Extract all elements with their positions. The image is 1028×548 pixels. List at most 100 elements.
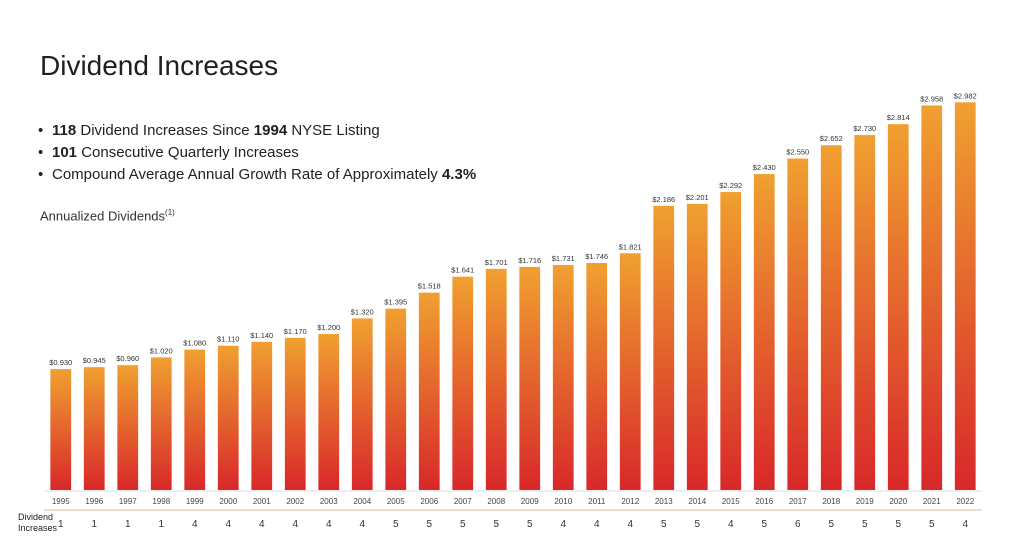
increase-count-2009: 5 <box>527 519 533 530</box>
increase-count-2018: 5 <box>828 519 834 530</box>
value-label-2017: $2.550 <box>786 148 809 157</box>
bullet-bold: 118 <box>52 122 77 139</box>
year-label-2011: 2011 <box>588 497 606 506</box>
year-label-2017: 2017 <box>789 497 807 506</box>
value-label-2011: $1.746 <box>585 252 608 261</box>
increase-count-2015: 4 <box>728 519 734 530</box>
increase-count-2012: 4 <box>627 519 633 530</box>
increase-count-2000: 4 <box>225 519 231 530</box>
bar-2015 <box>720 192 742 491</box>
value-label-2008: $1.701 <box>485 258 508 267</box>
bullet-text: Compound Average Annual Growth Rate of A… <box>52 166 442 183</box>
bar-2011 <box>586 263 608 490</box>
bullet-bold-2: 4.3% <box>441 166 477 183</box>
bar-2000 <box>217 345 239 490</box>
year-label-1997: 1997 <box>119 497 137 506</box>
bullet-list: • 118 Dividend Increases Since 1994 NYSE… <box>38 120 476 186</box>
bar-2013 <box>653 205 675 490</box>
increase-count-1997: 1 <box>125 519 131 530</box>
year-label-2012: 2012 <box>621 497 639 506</box>
increase-count-2019: 5 <box>862 519 868 530</box>
bullet-bold: 101 <box>52 144 78 161</box>
year-label-2000: 2000 <box>219 497 237 506</box>
value-label-2002: $1.170 <box>284 327 307 336</box>
bar-1995 <box>50 369 72 490</box>
increase-count-2001: 4 <box>259 519 265 530</box>
year-label-2020: 2020 <box>889 497 907 506</box>
increase-count-1995: 1 <box>58 519 64 530</box>
year-label-1998: 1998 <box>152 497 170 506</box>
increase-count-2007: 5 <box>460 519 466 530</box>
year-label-2015: 2015 <box>722 497 740 506</box>
bar-2001 <box>251 341 273 490</box>
value-label-2012: $1.821 <box>619 242 642 251</box>
year-label-2021: 2021 <box>923 497 941 506</box>
value-label-2022: $2.982 <box>954 91 977 100</box>
increase-count-2020: 5 <box>895 519 901 530</box>
increase-count-2002: 4 <box>292 519 298 530</box>
bar-2017 <box>787 158 809 490</box>
increase-count-1996: 1 <box>91 519 97 530</box>
value-label-2007: $1.641 <box>451 266 474 275</box>
year-label-2016: 2016 <box>755 497 773 506</box>
increase-count-2010: 4 <box>560 519 566 530</box>
bar-2005 <box>385 308 407 490</box>
increase-count-2008: 5 <box>493 519 499 530</box>
value-label-2009: $1.716 <box>518 256 541 265</box>
bullet-text: Consecutive Quarterly Increases <box>77 144 299 161</box>
bar-1997 <box>117 365 139 490</box>
year-label-2018: 2018 <box>822 497 840 506</box>
bar-2012 <box>619 253 641 490</box>
value-label-2019: $2.730 <box>853 124 876 133</box>
value-label-2021: $2.958 <box>920 94 943 103</box>
increase-count-2005: 5 <box>393 519 399 530</box>
bar-2019 <box>854 135 876 490</box>
year-label-2019: 2019 <box>856 497 874 506</box>
increase-count-2013: 5 <box>661 519 667 530</box>
year-label-2008: 2008 <box>487 497 505 506</box>
value-label-2004: $1.320 <box>351 307 374 316</box>
value-label-1998: $1.020 <box>150 346 173 355</box>
bar-1999 <box>184 349 206 490</box>
increase-count-2022: 4 <box>962 519 968 530</box>
bar-1998 <box>150 357 172 490</box>
increase-count-2017: 6 <box>795 519 801 530</box>
bullet-bold-2: 1994 <box>253 122 288 139</box>
value-label-2003: $1.200 <box>317 323 340 332</box>
value-label-2001: $1.140 <box>250 331 273 340</box>
year-label-2006: 2006 <box>420 497 438 506</box>
bullet-item: • 101 Consecutive Quarterly Increases <box>38 144 299 161</box>
page-title: Dividend Increases <box>40 50 279 81</box>
bar-2008 <box>485 268 507 490</box>
bullet-item: • Compound Average Annual Growth Rate of… <box>38 166 477 183</box>
year-label-2001: 2001 <box>253 497 271 506</box>
bar-2010 <box>552 264 574 490</box>
bar-2021 <box>921 105 943 491</box>
year-label-2014: 2014 <box>688 497 706 506</box>
value-label-2010: $1.731 <box>552 254 575 263</box>
increase-count-2016: 5 <box>761 519 767 530</box>
year-label-2007: 2007 <box>454 497 472 506</box>
bar-2004 <box>351 318 373 490</box>
bullet-item: • 118 Dividend Increases Since 1994 NYSE… <box>38 122 380 139</box>
value-label-2015: $2.292 <box>719 181 742 190</box>
bar-2020 <box>887 124 909 491</box>
value-label-1997: $0.960 <box>116 354 139 363</box>
bar-2018 <box>820 145 842 491</box>
bar-2009 <box>519 266 541 490</box>
year-label-2004: 2004 <box>353 497 371 506</box>
bar-2014 <box>686 203 708 490</box>
year-label-2005: 2005 <box>387 497 405 506</box>
year-label-2003: 2003 <box>320 497 338 506</box>
value-label-2018: $2.652 <box>820 134 843 143</box>
bar-2016 <box>753 174 775 490</box>
year-label-1995: 1995 <box>52 497 70 506</box>
bullet-text-2: NYSE Listing <box>287 122 380 139</box>
chart-subtitle: Annualized Dividends(1) <box>40 208 175 224</box>
value-label-2013: $2.186 <box>652 195 675 204</box>
dividend-increases-row-label: Dividend Increases <box>18 512 58 533</box>
value-label-2020: $2.814 <box>887 113 910 122</box>
bar-2007 <box>452 276 474 490</box>
value-label-2005: $1.395 <box>384 298 407 307</box>
year-label-2009: 2009 <box>521 497 539 506</box>
